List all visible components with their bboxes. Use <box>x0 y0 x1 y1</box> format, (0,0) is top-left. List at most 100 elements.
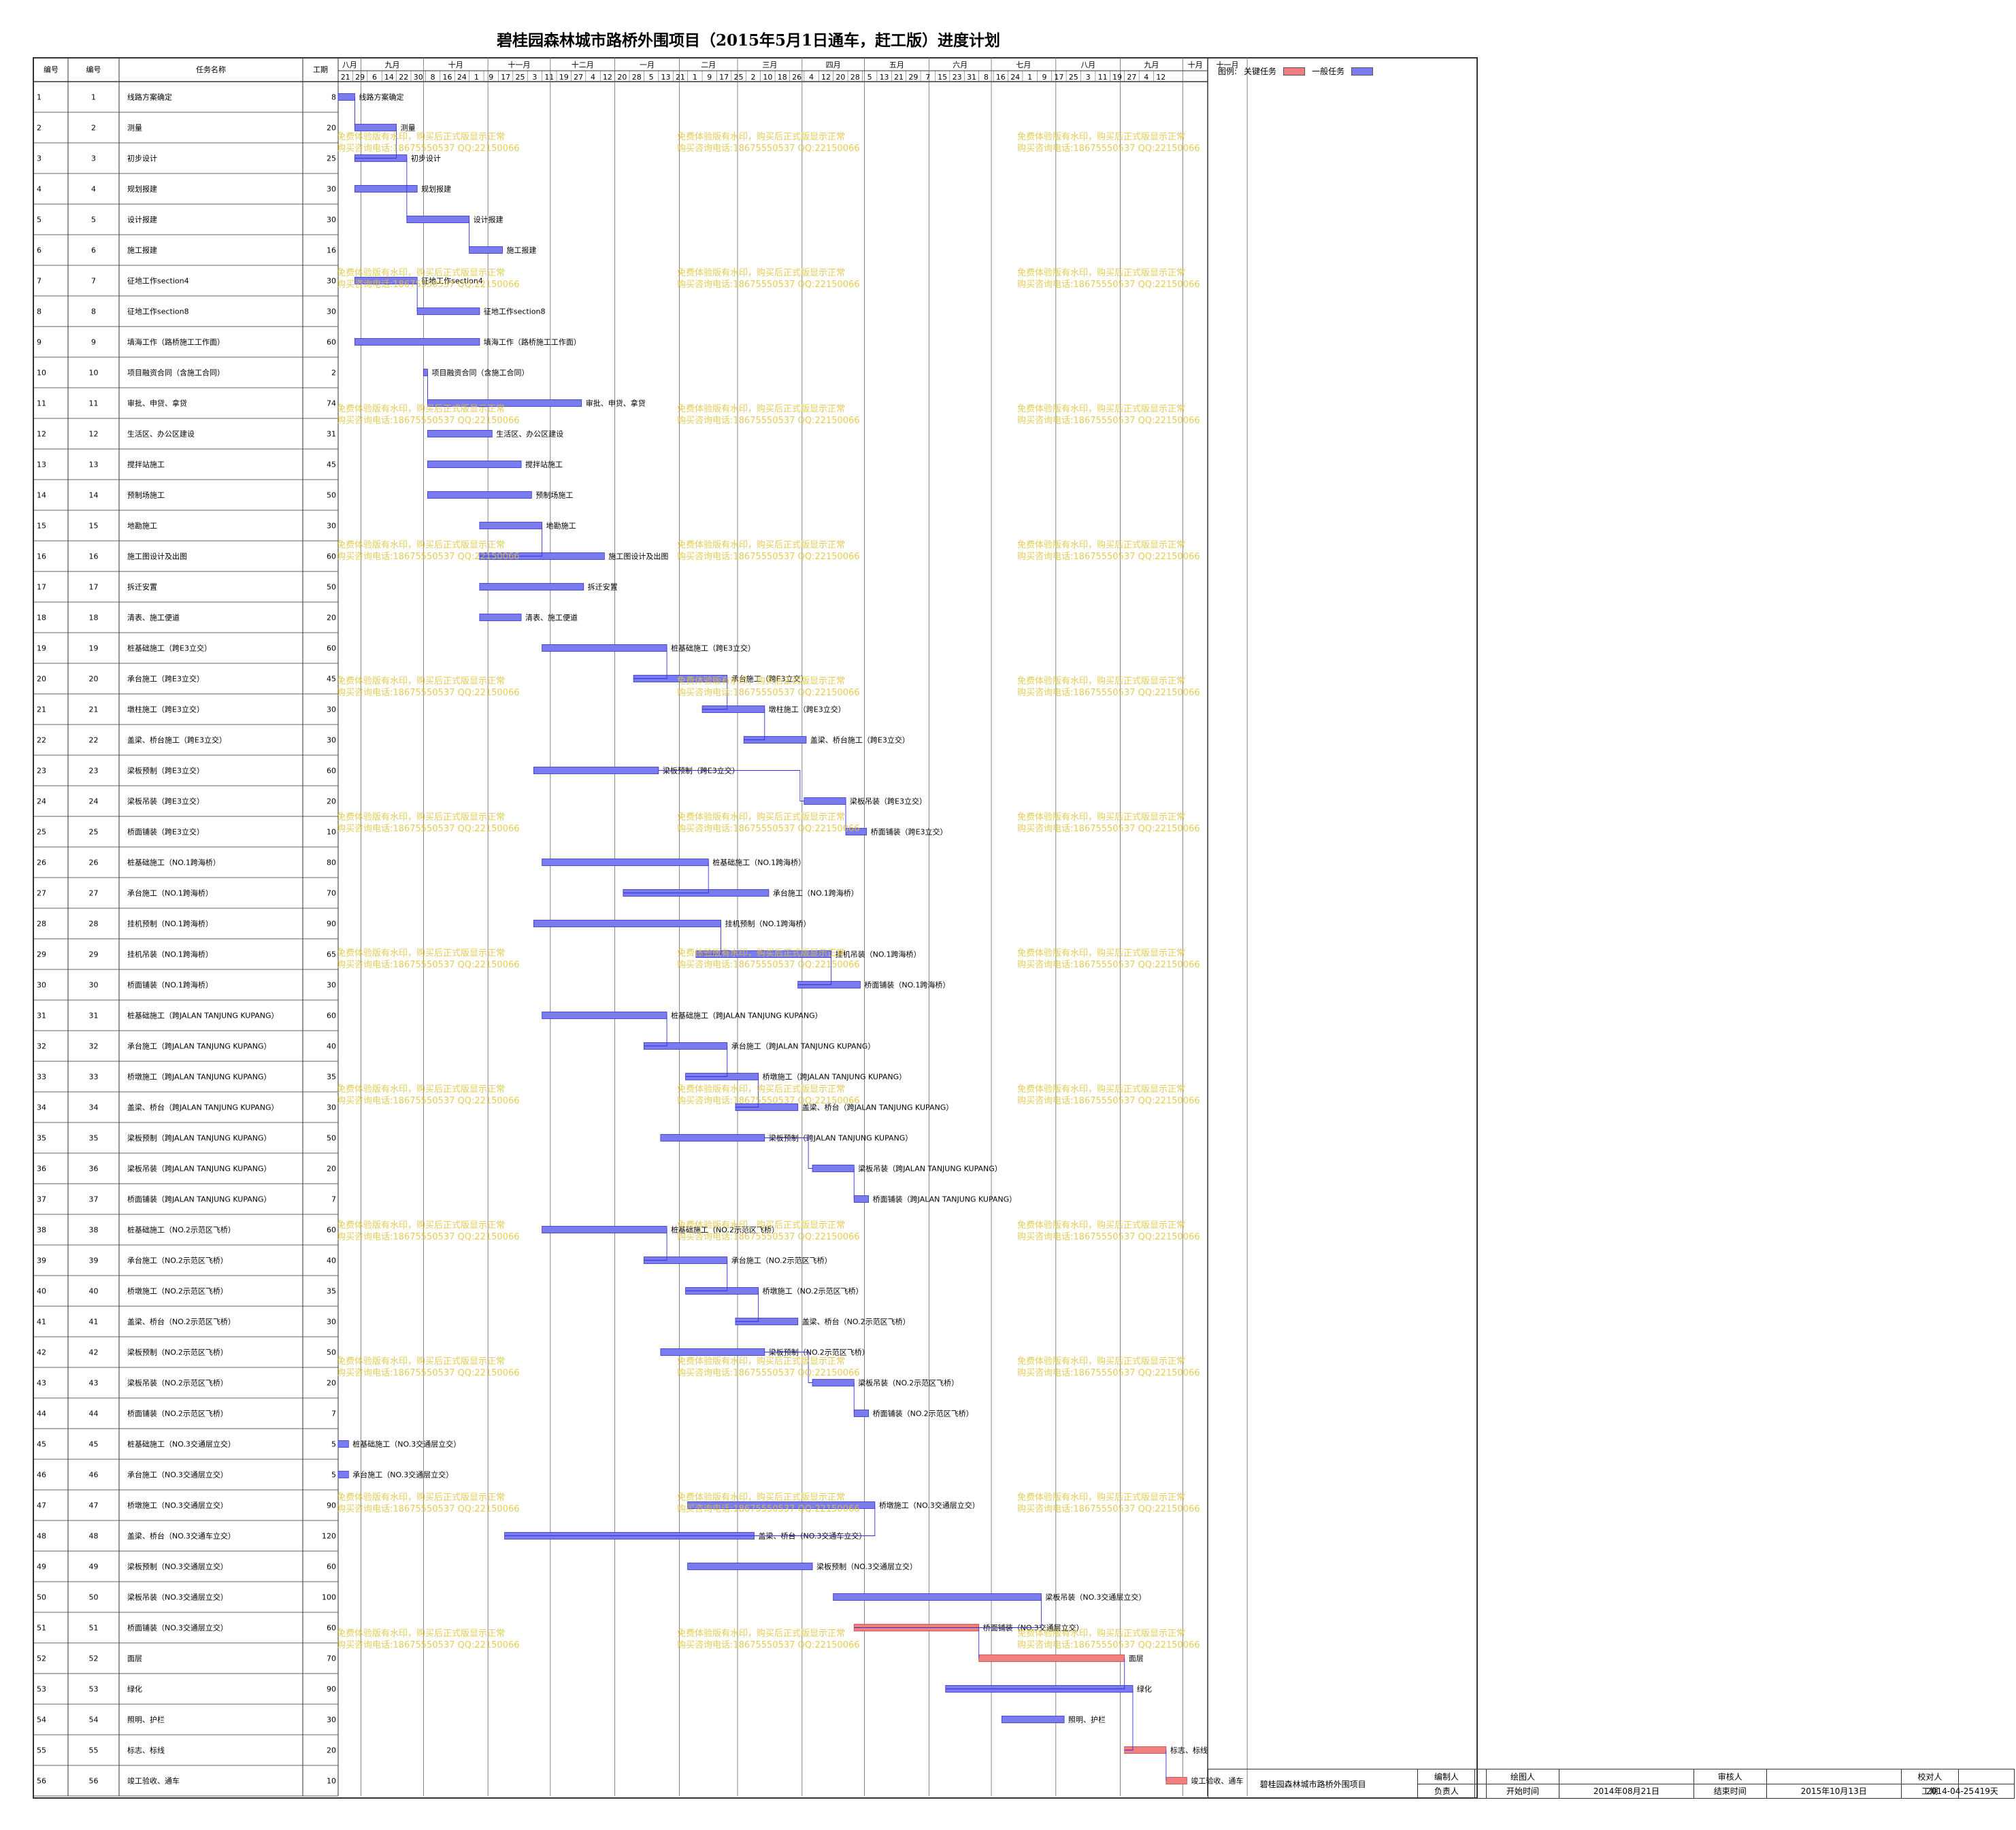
task-name: 设计报建 <box>127 215 157 224</box>
dependency-link <box>623 862 709 893</box>
watermark-line1: 免费体验版有水印，购买后正式版显示正常 <box>337 539 505 550</box>
task-seq: 12 <box>89 430 99 439</box>
duration-label: 工期 <box>1900 1783 1959 1799</box>
week-label: 12 <box>821 73 831 82</box>
task-duration: 60 <box>327 1624 336 1633</box>
task-name: 审批、申贷、拿贷 <box>127 399 187 408</box>
watermark-line1: 免费体验版有水印，购买后正式版显示正常 <box>337 267 505 278</box>
task-id: 38 <box>37 1226 46 1235</box>
month-label: 十月 <box>448 60 463 69</box>
watermark-line2: 购买咨询电话:18675550537 QQ:22150066 <box>337 687 520 698</box>
task-id: 34 <box>37 1103 46 1112</box>
month-label: 九月 <box>1144 61 1159 69</box>
watermark-line1: 免费体验版有水印，购买后正式版显示正常 <box>337 812 505 822</box>
task-seq: 30 <box>89 981 99 990</box>
task-id: 52 <box>37 1654 46 1663</box>
task-seq: 16 <box>89 552 99 561</box>
task-id: 55 <box>37 1746 46 1755</box>
week-label: 25 <box>1069 73 1078 82</box>
task-bar <box>687 1563 813 1570</box>
watermark-line2: 购买咨询电话:18675550537 QQ:22150066 <box>1017 1503 1200 1514</box>
watermark-line1: 免费体验版有水印，购买后正式版显示正常 <box>1017 131 1185 142</box>
task-duration: 50 <box>327 491 336 500</box>
task-bar <box>542 1226 667 1233</box>
task-seq: 51 <box>89 1624 99 1633</box>
task-seq: 3 <box>91 154 96 163</box>
task-id: 47 <box>37 1501 46 1510</box>
task-seq: 17 <box>89 583 99 592</box>
task-seq: 6 <box>91 246 96 255</box>
task-name: 桩基础施工（NO.2示范区飞桥） <box>127 1225 235 1235</box>
task-duration: 60 <box>327 644 336 653</box>
task-id: 8 <box>37 307 42 316</box>
week-label: 21 <box>341 73 350 82</box>
week-label: 29 <box>908 73 918 82</box>
task-bar <box>479 583 584 590</box>
task-name: 梁板吊装（跨E3立交） <box>127 797 204 806</box>
watermark-line2: 购买咨询电话:18675550537 QQ:22150066 <box>677 415 860 426</box>
task-bar-label: 预制场施工 <box>535 490 573 500</box>
task-seq: 42 <box>89 1348 99 1357</box>
task-name: 承台施工（NO.3交通层立交） <box>127 1470 228 1480</box>
watermark-line2: 购买咨询电话:18675550537 QQ:22150066 <box>337 415 520 426</box>
watermark-line2: 购买咨询电话:18675550537 QQ:22150066 <box>337 279 520 290</box>
task-bar <box>423 369 428 376</box>
task-name: 挂机预制（NO.1跨海桥） <box>127 919 213 929</box>
task-bar <box>542 1012 667 1019</box>
task-bar <box>354 338 480 346</box>
task-duration: 20 <box>327 124 336 133</box>
task-seq: 21 <box>89 705 99 714</box>
month-label: 十二月 <box>572 60 594 69</box>
task-bar-label: 审批、申贷、拿贷 <box>586 399 646 408</box>
task-seq: 41 <box>89 1318 99 1327</box>
week-label: 19 <box>1112 73 1122 82</box>
task-seq: 14 <box>89 491 99 500</box>
watermark-line1: 免费体验版有水印，购买后正式版显示正常 <box>677 267 845 278</box>
task-bar <box>804 797 846 805</box>
task-seq: 52 <box>89 1654 99 1663</box>
task-name: 梁板吊装（跨JALAN TANJUNG KUPANG） <box>127 1164 271 1174</box>
task-bar-label: 梁板吊装（跨JALAN TANJUNG KUPANG） <box>858 1164 1002 1174</box>
task-id: 29 <box>37 950 46 959</box>
week-label: 17 <box>719 73 729 82</box>
task-duration: 20 <box>327 614 336 622</box>
task-name: 盖梁、桥台施工（跨E3立交） <box>127 735 227 745</box>
task-seq: 47 <box>89 1501 99 1510</box>
task-name: 桥面铺装（NO.3交通层立交） <box>127 1623 228 1633</box>
week-label: 16 <box>443 73 452 82</box>
task-duration: 5 <box>331 1440 336 1449</box>
month-label: 八月 <box>342 61 357 69</box>
task-name: 施工报建 <box>127 246 157 255</box>
task-seq: 26 <box>89 859 99 867</box>
watermark-line2: 购买咨询电话:18675550537 QQ:22150066 <box>1017 1367 1200 1378</box>
task-bar <box>542 644 667 652</box>
task-bar <box>978 1654 1125 1662</box>
task-bar <box>427 430 493 437</box>
compiler-value <box>1474 1769 1487 1784</box>
task-name: 桥墩施工（NO.3交通层立交） <box>127 1501 228 1510</box>
week-label: 31 <box>967 73 976 82</box>
task-bar <box>416 307 480 315</box>
dependency-link <box>479 525 543 556</box>
watermark-line2: 购买咨询电话:18675550537 QQ:22150066 <box>337 1095 520 1106</box>
task-seq: 44 <box>89 1410 99 1418</box>
task-seq: 38 <box>89 1226 99 1235</box>
week-label: 25 <box>516 73 525 82</box>
dependency-link <box>658 770 804 801</box>
dependency-link <box>685 1260 728 1291</box>
task-duration: 90 <box>327 1685 336 1694</box>
watermark-line1: 免费体验版有水印，购买后正式版显示正常 <box>1017 403 1185 414</box>
week-label: 13 <box>661 73 671 82</box>
task-name: 面层 <box>127 1654 142 1663</box>
task-name: 清表、施工便道 <box>127 613 180 622</box>
task-bar-label: 承台施工（NO.1跨海桥） <box>773 888 859 898</box>
dependency-link <box>695 923 722 954</box>
task-duration: 100 <box>322 1593 336 1602</box>
week-label: 4 <box>809 73 814 82</box>
week-label: 4 <box>1144 73 1149 82</box>
task-id: 54 <box>37 1716 46 1725</box>
week-label: 23 <box>953 73 962 82</box>
task-id: 37 <box>37 1195 46 1204</box>
task-seq: 24 <box>89 797 99 806</box>
